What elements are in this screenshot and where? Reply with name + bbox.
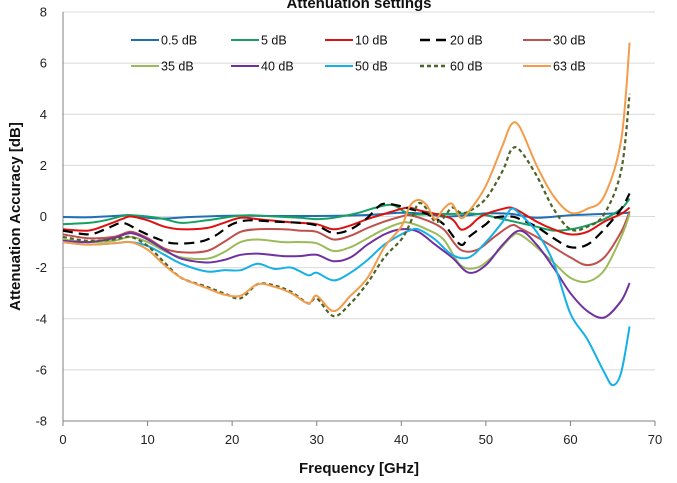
series-line-35-db — [62, 213, 631, 284]
legend-label-20-db: 20 dB — [450, 34, 483, 48]
x-tick-label: 20 — [225, 432, 239, 447]
chart-title: Attenuation settings — [287, 0, 432, 12]
x-tick-label: 60 — [563, 432, 577, 447]
series-line-10-db — [62, 206, 631, 236]
legend-label-35-db: 35 dB — [161, 60, 194, 74]
series-line-20-db — [62, 192, 631, 249]
x-tick-label: 50 — [479, 432, 493, 447]
y-tick-label: 4 — [40, 107, 47, 122]
series-line-50-db — [62, 207, 631, 387]
y-tick-label: -2 — [35, 260, 47, 275]
y-tick-label: 2 — [40, 158, 47, 173]
y-tick-label: -4 — [35, 311, 47, 326]
series-line-40-db — [62, 228, 631, 319]
legend-label-60-db: 60 dB — [450, 60, 483, 74]
y-tick-label: -8 — [35, 414, 47, 429]
x-tick-label: 30 — [309, 432, 323, 447]
y-tick-label: 8 — [40, 5, 47, 20]
legend: 0.5 dB 5 dB 10 dB 20 dB 30 dB 35 dB 40 dB 50 dB… — [131, 34, 586, 74]
series-line-63-db — [62, 42, 631, 313]
x-tick-label: 0 — [59, 432, 66, 447]
y-tick-label: 0 — [40, 209, 47, 224]
legend-label-50-db: 50 dB — [355, 60, 388, 74]
y-axis-label: Attenuation Accuracy [dB] — [7, 122, 24, 311]
legend-label-40-db: 40 dB — [261, 60, 294, 74]
x-axis-label: Frequency [GHz] — [299, 460, 419, 477]
y-tick-label: -6 — [35, 362, 47, 377]
grid — [63, 11, 655, 422]
x-tick-label: 10 — [140, 432, 154, 447]
series-line-60-db — [62, 93, 631, 318]
series-line-30-db — [62, 211, 631, 267]
x-tick-label: 40 — [394, 432, 408, 447]
legend-label-63-db: 63 dB — [553, 60, 586, 74]
axes: -8 -6 -4 -2 0 2 4 6 8 0 10 20 30 40 50 60 70 — [35, 5, 662, 448]
legend-label-10-db: 10 dB — [355, 34, 388, 48]
series-line-5-db — [62, 197, 631, 232]
x-tick-label: 70 — [648, 432, 662, 447]
legend-label-0-5-db: 0.5 dB — [161, 34, 197, 48]
legend-label-30-db: 30 dB — [553, 34, 586, 48]
legend-label-5-db: 5 dB — [261, 34, 287, 48]
series-lines — [62, 42, 631, 387]
y-tick-label: 6 — [40, 56, 47, 71]
